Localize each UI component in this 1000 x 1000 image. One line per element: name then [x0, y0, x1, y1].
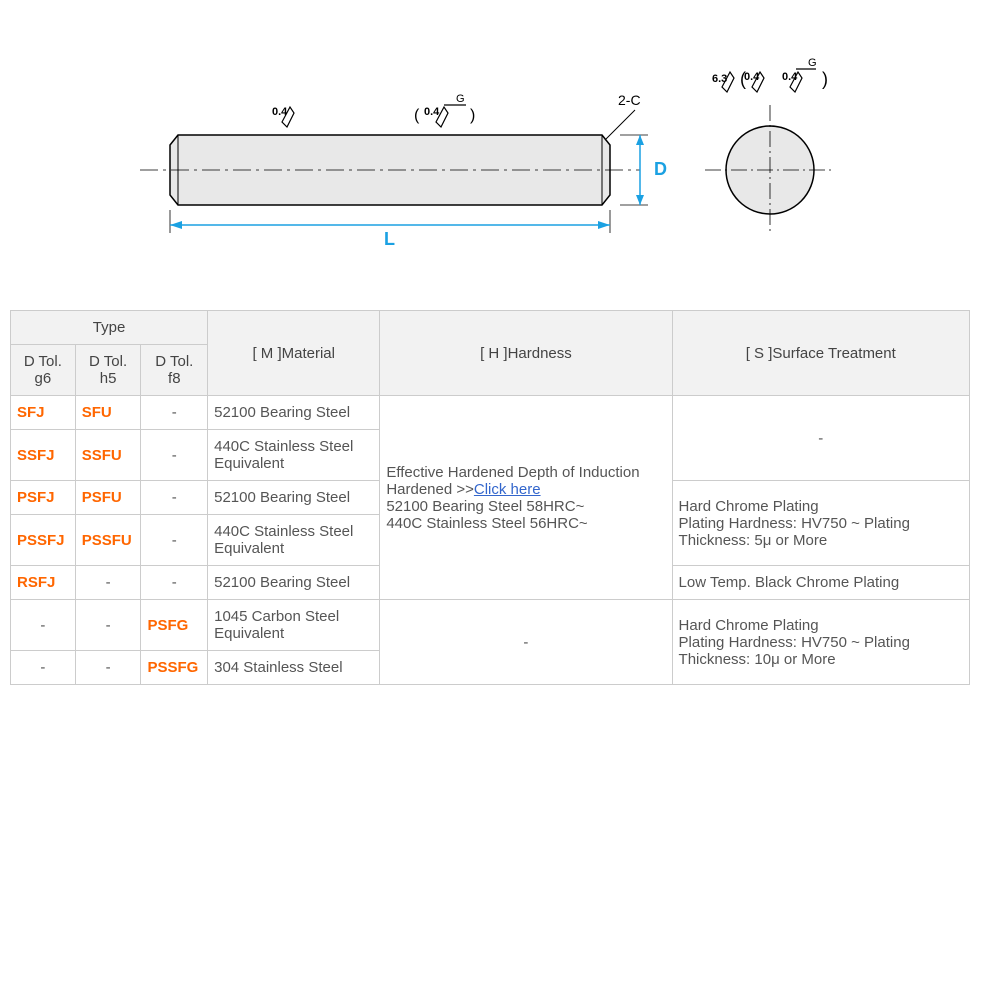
svg-text:0.4: 0.4	[424, 106, 440, 118]
surf2-l1: Hard Chrome Plating	[679, 498, 819, 515]
cell-f8: -	[141, 566, 208, 600]
cell-surf4: Hard Chrome Plating Plating Hardness: HV…	[672, 600, 969, 685]
cell-surf1: -	[672, 396, 969, 481]
hdr-type: Type	[11, 311, 208, 345]
cell-mat: 52100 Bearing Steel	[208, 396, 380, 430]
spec-table: Type [ M ]Material [ H ]Hardness [ S ]Su…	[10, 310, 970, 685]
cell-g6: RSFJ	[11, 566, 76, 600]
page-root: 6.3 ( 0.4 0.4 G )	[0, 0, 1000, 1000]
end-view	[705, 105, 835, 235]
cell-f8: -	[141, 396, 208, 430]
surf4-l2: Plating Hardness: HV750 ~ Plating Thickn…	[679, 634, 910, 668]
cell-h5: SSFU	[75, 430, 141, 481]
cell-g6: SSFJ	[11, 430, 76, 481]
cell-mat: 52100 Bearing Steel	[208, 481, 380, 515]
table-row: SFJ SFU - 52100 Bearing Steel Effective …	[11, 396, 970, 430]
hdr-surface: [ S ]Surface Treatment	[672, 311, 969, 396]
cell-f8: -	[141, 481, 208, 515]
cell-h5: PSSFU	[75, 515, 141, 566]
hardness-line2: 52100 Bearing Steel 58HRC~	[386, 498, 584, 515]
svg-text:): )	[470, 107, 475, 124]
label-L: L	[384, 229, 395, 249]
cell-mat: 440C Stainless Steel Equivalent	[208, 515, 380, 566]
cell-mat: 1045 Carbon Steel Equivalent	[208, 600, 380, 651]
cell-g6: SFJ	[11, 396, 76, 430]
cell-h5: PSFU	[75, 481, 141, 515]
surf-mark-2: ( 0.4 G )	[414, 93, 475, 127]
label-D: D	[654, 159, 667, 179]
cell-hardness-block: Effective Hardened Depth of Induction Ha…	[380, 396, 672, 600]
hdr-h5: D Tol. h5	[75, 345, 141, 396]
technical-diagram: 6.3 ( 0.4 0.4 G )	[0, 0, 1000, 310]
hdr-hardness: [ H ]Hardness	[380, 311, 672, 396]
diagram-svg: 6.3 ( 0.4 0.4 G )	[0, 0, 1000, 310]
hdr-material: [ M ]Material	[208, 311, 380, 396]
cell-mat: 440C Stainless Steel Equivalent	[208, 430, 380, 481]
cell-g6: PSFJ	[11, 481, 76, 515]
svg-text:): )	[822, 69, 828, 89]
cell-f8: PSFG	[141, 600, 208, 651]
cell-hardness-dash: -	[380, 600, 672, 685]
svg-text:(: (	[414, 107, 420, 124]
cell-f8: PSSFG	[141, 651, 208, 685]
surf-mark-1: 0.4	[272, 106, 294, 127]
cell-g6: PSSFJ	[11, 515, 76, 566]
cell-h5: -	[75, 566, 141, 600]
svg-text:G: G	[456, 93, 465, 105]
cell-h5: -	[75, 651, 141, 685]
cell-g6: -	[11, 600, 76, 651]
cell-surf3: Low Temp. Black Chrome Plating	[672, 566, 969, 600]
hardness-link[interactable]: Click here	[474, 481, 541, 498]
cell-h5: -	[75, 600, 141, 651]
cell-mat: 304 Stainless Steel	[208, 651, 380, 685]
hardness-line3: 440C Stainless Steel 56HRC~	[386, 515, 587, 532]
hdr-f8: D Tol. f8	[141, 345, 208, 396]
cell-g6: -	[11, 651, 76, 685]
surf4-l1: Hard Chrome Plating	[679, 617, 819, 634]
table-row: - - PSFG 1045 Carbon Steel Equivalent - …	[11, 600, 970, 651]
cell-surf2: Hard Chrome Plating Plating Hardness: HV…	[672, 481, 969, 566]
surf2-l2: Plating Hardness: HV750 ~ Plating Thickn…	[679, 515, 910, 549]
label-2c: 2-C	[618, 92, 641, 108]
hdr-g6: D Tol. g6	[11, 345, 76, 396]
cell-f8: -	[141, 430, 208, 481]
surf-tl1: 6.3	[712, 73, 727, 85]
cell-f8: -	[141, 515, 208, 566]
cell-h5: SFU	[75, 396, 141, 430]
surf-tl-g: G	[808, 57, 817, 69]
cell-mat: 52100 Bearing Steel	[208, 566, 380, 600]
